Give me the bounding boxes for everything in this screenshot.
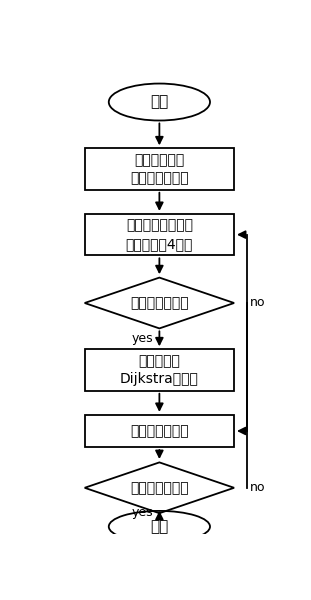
Text: no: no: [250, 296, 265, 310]
Text: 未考虑列表为空: 未考虑列表为空: [130, 481, 189, 495]
Bar: [85, 415, 234, 447]
Text: 结束: 结束: [150, 519, 169, 534]
Text: yes: yes: [132, 506, 153, 519]
Text: 添加起点坐标
加入未考虑列表: 添加起点坐标 加入未考虑列表: [130, 153, 189, 185]
Text: no: no: [250, 481, 265, 494]
Text: 更新该点处
Dijkstra表的值: 更新该点处 Dijkstra表的值: [120, 354, 199, 386]
Bar: [85, 148, 234, 190]
Text: 开始: 开始: [150, 95, 169, 110]
Text: 按顺序考虑列表头
坐标相邻的4个点: 按顺序考虑列表头 坐标相邻的4个点: [126, 218, 193, 251]
Text: 更新未考虑列表: 更新未考虑列表: [130, 424, 189, 438]
Text: yes: yes: [132, 332, 153, 346]
Text: 是否可扩展路径: 是否可扩展路径: [130, 296, 189, 310]
Bar: [85, 214, 234, 256]
Bar: [85, 349, 234, 391]
